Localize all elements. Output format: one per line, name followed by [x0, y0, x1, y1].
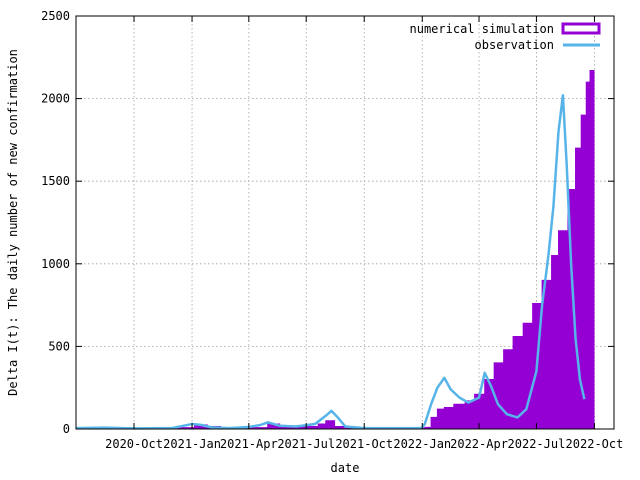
series-numerical-simulation [75, 70, 595, 430]
series-observation [75, 94, 586, 430]
x-axis-title: date [331, 461, 360, 475]
y-tick-label: 0 [63, 422, 70, 436]
series-layer [75, 70, 595, 430]
x-tick-label: 2021-Jul [277, 437, 335, 451]
plot-frame [75, 15, 615, 430]
y-tick-label: 500 [48, 339, 70, 353]
x-tick-label: 2022-Jan [393, 437, 451, 451]
y-tick-label: 2000 [41, 92, 70, 106]
y-axis-title: Delta I(t): The daily number of new conf… [6, 49, 20, 396]
x-tick-label: 2020-Oct [105, 437, 163, 451]
legend: numerical simulation observation [410, 22, 601, 52]
legend-swatch-simulation [561, 22, 601, 35]
x-tick-label: 2022-Apr [450, 437, 508, 451]
x-tick-label: 2021-Jan [163, 437, 221, 451]
legend-label-observation: observation [475, 38, 554, 52]
legend-label-simulation: numerical simulation [410, 22, 555, 36]
y-tick-label: 1500 [41, 174, 70, 188]
y-tick-label: 2500 [41, 9, 70, 23]
y-tick-label: 1000 [41, 257, 70, 271]
x-tick-label: 2022-Oct [566, 437, 624, 451]
x-tick-label: 2021-Oct [335, 437, 393, 451]
x-tick-label: 2021-Apr [220, 437, 278, 451]
x-tick-label: 2022-Jul [508, 437, 566, 451]
